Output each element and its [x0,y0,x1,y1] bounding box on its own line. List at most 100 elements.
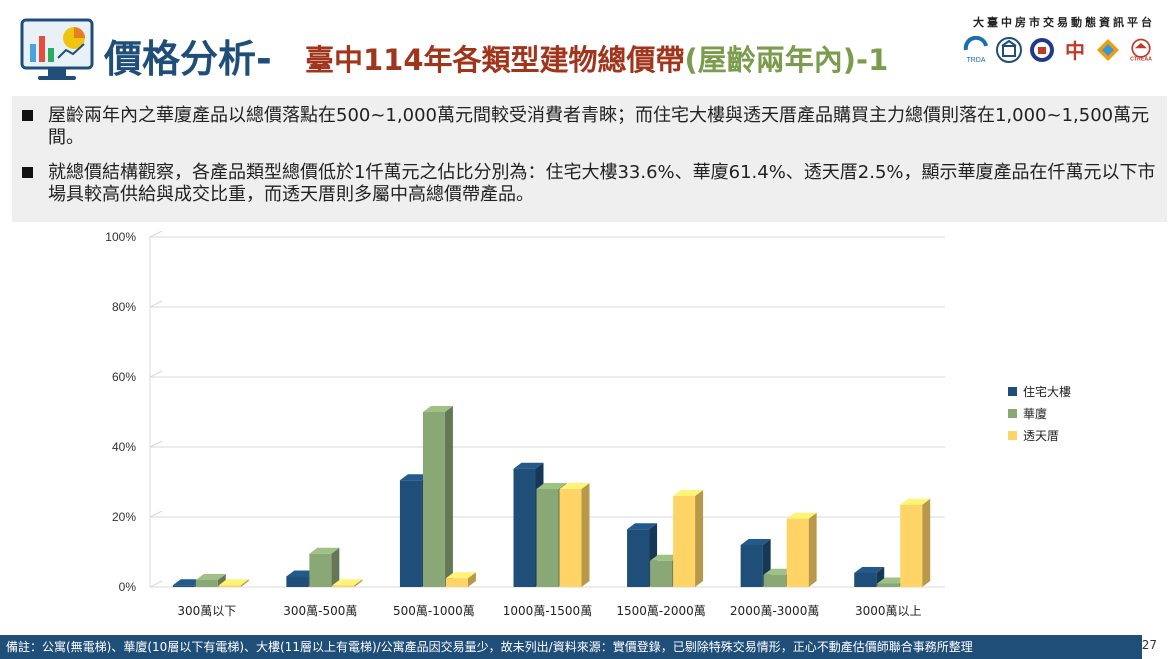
gridline-depth [149,510,163,518]
trda-icon: TRDA [962,36,990,64]
price-band-chart: 0% 20% 40% 60% 80% 100% 300萬以下 300萬-500萬 500萬-10… [105,230,1071,618]
partner-logos: TRDA 中 CTREAA [962,36,1155,64]
bar-side [354,579,363,587]
bar-top [673,490,704,496]
bar-front [286,576,309,587]
bar-top [536,483,567,489]
analytics-monitor-icon [20,18,94,80]
ctreaa-logo-text: CTREAA [1130,57,1152,63]
bar-front [627,529,650,587]
subtitle-main: 臺中114年各類型建物總價帶 [305,43,685,77]
x-tick-label: 1000萬-1500萬 [503,604,592,618]
bar-side [467,572,476,587]
bar-side [922,498,931,587]
bar-top [740,539,771,545]
y-tick-label: 60% [112,370,136,384]
legend-label: 透天厝 [1023,429,1059,443]
bar-front [877,583,900,587]
bar-top [763,568,794,575]
bar-top [877,577,908,584]
bar-top [854,567,885,573]
bar-side [331,547,340,587]
gridline-depth [149,580,163,588]
bullet-square-icon [22,167,33,178]
bar-front [445,578,468,587]
summary-box: 屋齡兩年內之華廈產品以總價落點在500~1,000萬元間較受消費者青睞；而住宅大… [12,96,1167,222]
bar-top [172,579,203,586]
y-tick-label: 40% [112,440,136,454]
bar-front [309,553,332,587]
subtitle-suffix: (屋齡兩年內)-1 [684,43,889,77]
legend-swatch [1008,431,1017,440]
bar-front [650,560,673,587]
bar [854,567,885,587]
bar-side [808,512,817,587]
legend-swatch [1008,409,1017,418]
bar-top [900,498,931,505]
bar-top [445,572,476,579]
bar-side [581,483,590,587]
legend-label: 華廈 [1023,406,1047,421]
gridline-depth [149,300,163,308]
bar-top [422,406,453,412]
bar-front [399,480,422,587]
ctreaa-icon: CTREAA [1127,36,1155,64]
legend-swatch [1008,387,1017,396]
bar-top [309,547,340,554]
bar-top [650,554,681,561]
bar [786,512,817,587]
summary-text-1: 屋齡兩年內之華廈產品以總價落點在500~1,000萬元間較受消費者青睞；而住宅大… [48,105,1150,148]
gridline-depth [149,230,163,238]
bar-front [673,496,696,587]
chung-logo-text: 中 [1065,39,1085,63]
bar-top [559,483,590,489]
summary-text-2: 就總價結構觀察，各產品類型總價低於1仟萬元之佔比分別為：住宅大樓33.6%、華廈… [48,162,1156,205]
bar-front [172,585,195,587]
gridline-depth [149,370,163,378]
header: 價格分析- 臺中114年各類型建物總價帶(屋齡兩年內)-1 大臺中房市交易動態資… [0,0,1169,95]
x-tick-label: 500萬-1000萬 [393,604,475,618]
bar-top [786,512,817,519]
page-title: 價格分析- [104,37,272,81]
page-subtitle: 臺中114年各類型建物總價帶(屋齡兩年內)-1 [305,37,888,79]
bar-front [513,468,536,587]
x-tick-label: 300萬-500萬 [283,604,357,618]
seal-icon [1028,36,1056,64]
gridline-depth [149,440,163,448]
bar-top [195,574,226,580]
bullet-square-icon [22,110,33,121]
bar-side [217,574,226,587]
bar [445,572,476,587]
bar [218,579,249,587]
y-tick-label: 0% [119,580,137,594]
footer-note: 備註：公寓(無電梯)、華廈(10層以下有電梯)、大樓(11層以上有電梯)/公寓產… [0,635,1142,659]
trda-logo-text: TRDA [966,57,985,64]
x-tick-label: 3000萬以上 [855,604,922,618]
bar [332,579,363,587]
bar [309,547,340,587]
page-number: 27 [1141,638,1157,652]
bar-front [854,573,877,587]
bar [195,574,226,587]
platform-name: 大臺中房市交易動態資訊平台 [973,16,1155,29]
bar-front [763,574,786,587]
y-tick-label: 20% [112,510,136,524]
bar-side [695,490,704,587]
bar-front [900,504,923,587]
bar-front [332,585,355,587]
bar-top [627,523,658,530]
bar [900,498,931,587]
bar-top [286,570,317,577]
bar-front [786,518,809,587]
bar [559,483,590,587]
bar [422,406,453,587]
chung-icon: 中 [1061,36,1089,64]
y-tick-label: 100% [105,230,136,244]
bar-side [240,579,249,587]
bar-top [218,579,249,586]
bar-front [218,585,241,587]
legend-label: 住宅大樓 [1023,384,1071,399]
x-tick-label: 2000萬-3000萬 [730,604,819,618]
bar-front [195,580,218,587]
bar-front [422,412,445,587]
